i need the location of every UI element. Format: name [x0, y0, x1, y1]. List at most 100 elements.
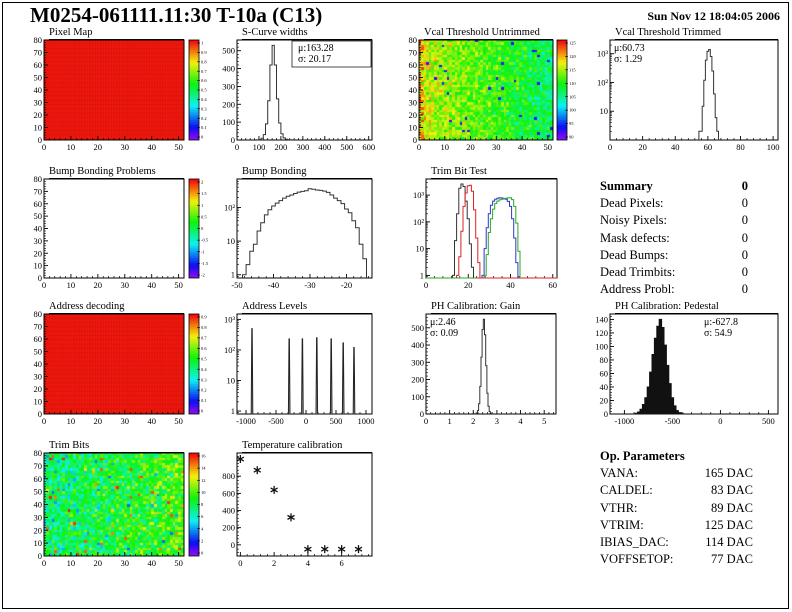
y-tick-label: 400: [411, 340, 424, 350]
colorbar-tick-label: -1.5: [201, 261, 209, 266]
colorbar-tick-label: 0: [201, 135, 204, 140]
summary-row-value: 0: [741, 196, 748, 211]
stats-sigma: σ: 1.29: [614, 54, 642, 65]
y-tick-label: 40: [34, 500, 43, 510]
vcal_untrimmed-colorbar: [557, 40, 567, 140]
colorbar-tick-label: 0: [201, 226, 204, 231]
y-tick-label: 70: [409, 48, 418, 58]
colorbar-tick-label: 0: [201, 409, 204, 414]
y-tick-label: 0: [231, 135, 235, 145]
address-level-peak-5: [341, 342, 345, 415]
trim_bits-heatmap: [44, 453, 184, 556]
plot-temp-cal: 0 2 4 6 0 200 400 600 800: [222, 452, 373, 568]
scatter-marker-0: [236, 455, 245, 464]
x-tick-label: 0: [424, 416, 428, 426]
y-tick-label: 500: [222, 46, 235, 56]
x-tick-label: 200: [275, 142, 288, 152]
address_decoding-colorbar: [189, 314, 199, 414]
y-tick-label: 10²: [597, 78, 609, 88]
stats-mu: μ:163.28: [298, 43, 334, 54]
op-parameter-row: VTHR: 89 DAC: [600, 500, 753, 517]
colorbar-tick-label: 0: [201, 551, 204, 556]
op-parameter-row-label: VANA:: [600, 466, 638, 481]
x-tick-label: 0: [718, 416, 722, 426]
colorbar-tick-label: 125: [569, 41, 577, 46]
x-tick-label: 40: [147, 142, 156, 152]
colorbar-tick-label: 0.3: [201, 106, 207, 111]
x-tick-label: 20: [466, 142, 475, 152]
x-tick-label: 10: [67, 142, 76, 152]
x-tick-label: 50: [174, 142, 183, 152]
y-tick-label: 20: [34, 110, 43, 120]
op-parameter-row: VOFFSETOP: 77 DAC: [600, 551, 753, 568]
x-tick-label: 30: [121, 558, 130, 568]
x-tick-label: 40: [671, 142, 680, 152]
summary-items: Dead Pixels: 0 Noisy Pixels: 0 Mask defects:…: [600, 195, 748, 298]
y-tick-label: 200: [411, 375, 424, 385]
histogram-pedestal-distribution: [634, 318, 684, 415]
y-tick-label: 300: [411, 357, 424, 367]
colorbar-tick-label: 0.6: [201, 78, 207, 83]
op-parameter-row-value: 89 DAC: [710, 500, 753, 515]
x-tick-label: 2: [471, 416, 475, 426]
op-parameter-row-value: 83 DAC: [710, 483, 753, 498]
summary-row: Dead Bumps: 0: [600, 247, 748, 264]
summary-total: 0: [741, 179, 748, 193]
y-tick-label: 100: [411, 392, 424, 402]
summary-row-label: Address Probl:: [600, 282, 675, 297]
y-tick-label: 10²: [224, 345, 236, 355]
op-parameters-header: Op. Parameters: [600, 448, 753, 465]
y-tick-label: 50: [34, 73, 43, 83]
x-tick-label: 400: [318, 142, 331, 152]
x-tick-label: 20: [94, 280, 103, 290]
op-parameter-row-label: VTRIM:: [600, 517, 644, 532]
y-tick-label: 70: [34, 322, 43, 332]
plot-frame: [236, 178, 373, 279]
y-tick-label: 80: [34, 448, 43, 458]
x-tick-label: 3: [495, 416, 499, 426]
x-tick-label: 0: [42, 558, 46, 568]
y-tick-label: 60: [34, 474, 43, 484]
colorbar-tick-label: 90: [569, 135, 574, 140]
y-tick-label: 10: [600, 106, 609, 116]
op-parameter-row: CALDEL: 83 DAC: [600, 482, 753, 499]
op-parameter-row-label: IBIAS_DAC:: [600, 534, 669, 549]
op-parameters-panel: Op. Parameters VANA: 165 DAC CALDEL: 83 DAC…: [600, 448, 753, 568]
y-tick-label: 50: [34, 211, 43, 221]
y-tick-label: 300: [222, 81, 235, 91]
marker-line: [354, 546, 363, 552]
vcal_untrimmed-heatmap: [419, 40, 553, 140]
stats-sigma: σ: 20.17: [298, 54, 331, 65]
y-tick-label: 120: [595, 328, 608, 338]
y-tick-label: 10²: [413, 217, 425, 227]
plot-trim-bit-test: 0 20 40 60 1 10 10² 10³: [413, 178, 558, 290]
marker-line: [354, 546, 363, 552]
marker-line: [304, 546, 312, 552]
summary-title: Summary: [600, 179, 653, 193]
summary-row-label: Dead Bumps:: [600, 247, 669, 262]
stats-sigma: σ: 54.9: [704, 328, 732, 339]
y-tick-label: 60: [600, 369, 609, 379]
y-tick-label: 40: [34, 85, 43, 95]
x-tick-label: 300: [297, 142, 310, 152]
summary-row-value: 0: [741, 264, 748, 279]
y-tick-label: 20: [409, 110, 418, 120]
op-parameter-row-label: VTHR:: [600, 500, 638, 515]
address-level-peak-1: [287, 338, 291, 415]
y-tick-label: 20: [34, 525, 43, 535]
y-tick-label: 40: [34, 224, 43, 234]
x-tick-label: 20: [464, 280, 473, 290]
stats-mu: μ:60.73: [614, 43, 645, 54]
colorbar-tick-label: 0.1: [201, 125, 207, 130]
x-tick-label: 30: [121, 416, 130, 426]
x-tick-label: 500: [762, 416, 775, 426]
plot-frame: [425, 313, 557, 415]
pixel_map-colorbar: [189, 40, 199, 140]
y-tick-label: 0: [38, 273, 42, 283]
x-tick-label: 1: [447, 416, 451, 426]
x-tick-label: 100: [767, 142, 780, 152]
y-tick-label: 10: [34, 538, 43, 548]
y-tick-label: 0: [413, 135, 417, 145]
x-tick-label: 40: [506, 280, 515, 290]
y-tick-label: 50: [34, 487, 43, 497]
